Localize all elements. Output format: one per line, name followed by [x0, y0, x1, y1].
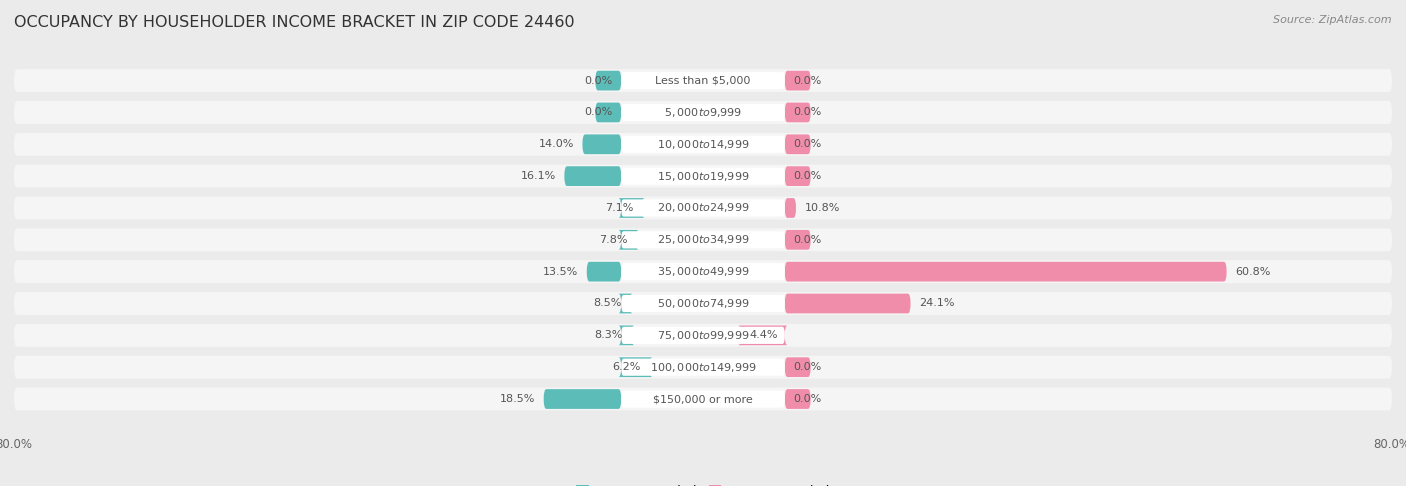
FancyBboxPatch shape	[785, 71, 811, 90]
Text: 16.1%: 16.1%	[520, 171, 555, 181]
FancyBboxPatch shape	[14, 101, 1392, 124]
Text: $15,000 to $19,999: $15,000 to $19,999	[657, 170, 749, 183]
Text: 0.0%: 0.0%	[793, 107, 821, 118]
FancyBboxPatch shape	[619, 294, 633, 313]
Text: $75,000 to $99,999: $75,000 to $99,999	[657, 329, 749, 342]
Text: 7.8%: 7.8%	[599, 235, 627, 245]
Text: 7.1%: 7.1%	[605, 203, 633, 213]
Text: 24.1%: 24.1%	[920, 298, 955, 309]
Legend: Owner-occupied, Renter-occupied: Owner-occupied, Renter-occupied	[571, 480, 835, 486]
FancyBboxPatch shape	[785, 103, 811, 122]
FancyBboxPatch shape	[14, 69, 1392, 92]
FancyBboxPatch shape	[785, 198, 796, 218]
Text: 0.0%: 0.0%	[793, 235, 821, 245]
FancyBboxPatch shape	[595, 103, 621, 122]
FancyBboxPatch shape	[14, 387, 1392, 411]
FancyBboxPatch shape	[785, 262, 1226, 281]
Text: 14.0%: 14.0%	[538, 139, 574, 149]
FancyBboxPatch shape	[14, 356, 1392, 379]
FancyBboxPatch shape	[621, 295, 785, 312]
Text: 8.3%: 8.3%	[595, 330, 623, 340]
FancyBboxPatch shape	[621, 104, 785, 121]
FancyBboxPatch shape	[621, 327, 785, 344]
FancyBboxPatch shape	[738, 326, 787, 345]
FancyBboxPatch shape	[619, 230, 638, 250]
Text: Source: ZipAtlas.com: Source: ZipAtlas.com	[1274, 15, 1392, 25]
Text: $25,000 to $34,999: $25,000 to $34,999	[657, 233, 749, 246]
FancyBboxPatch shape	[14, 133, 1392, 156]
FancyBboxPatch shape	[544, 389, 621, 409]
FancyBboxPatch shape	[14, 260, 1392, 283]
Text: 0.0%: 0.0%	[585, 76, 613, 86]
Text: $100,000 to $149,999: $100,000 to $149,999	[650, 361, 756, 374]
FancyBboxPatch shape	[621, 263, 785, 280]
FancyBboxPatch shape	[785, 294, 911, 313]
FancyBboxPatch shape	[621, 231, 785, 248]
FancyBboxPatch shape	[621, 72, 785, 89]
FancyBboxPatch shape	[619, 198, 644, 218]
Text: 6.2%: 6.2%	[613, 362, 641, 372]
FancyBboxPatch shape	[621, 359, 785, 376]
FancyBboxPatch shape	[14, 324, 1392, 347]
Text: 4.4%: 4.4%	[749, 330, 778, 340]
FancyBboxPatch shape	[14, 292, 1392, 315]
FancyBboxPatch shape	[582, 135, 621, 154]
FancyBboxPatch shape	[564, 166, 621, 186]
FancyBboxPatch shape	[621, 168, 785, 185]
Text: 0.0%: 0.0%	[793, 362, 821, 372]
Text: Less than $5,000: Less than $5,000	[655, 76, 751, 86]
Text: 60.8%: 60.8%	[1236, 267, 1271, 277]
Text: 0.0%: 0.0%	[793, 76, 821, 86]
Text: $35,000 to $49,999: $35,000 to $49,999	[657, 265, 749, 278]
Text: 10.8%: 10.8%	[804, 203, 839, 213]
Text: $150,000 or more: $150,000 or more	[654, 394, 752, 404]
FancyBboxPatch shape	[619, 357, 652, 377]
FancyBboxPatch shape	[619, 326, 634, 345]
Text: 13.5%: 13.5%	[543, 267, 578, 277]
FancyBboxPatch shape	[14, 196, 1392, 220]
Text: $10,000 to $14,999: $10,000 to $14,999	[657, 138, 749, 151]
Text: 0.0%: 0.0%	[793, 171, 821, 181]
FancyBboxPatch shape	[595, 71, 621, 90]
FancyBboxPatch shape	[14, 228, 1392, 251]
FancyBboxPatch shape	[785, 389, 811, 409]
FancyBboxPatch shape	[621, 390, 785, 408]
FancyBboxPatch shape	[785, 230, 811, 250]
FancyBboxPatch shape	[785, 135, 811, 154]
FancyBboxPatch shape	[621, 136, 785, 153]
Text: $5,000 to $9,999: $5,000 to $9,999	[664, 106, 742, 119]
FancyBboxPatch shape	[621, 199, 785, 217]
Text: 0.0%: 0.0%	[793, 139, 821, 149]
Text: $20,000 to $24,999: $20,000 to $24,999	[657, 202, 749, 214]
Text: 18.5%: 18.5%	[499, 394, 536, 404]
Text: 0.0%: 0.0%	[585, 107, 613, 118]
Text: 8.5%: 8.5%	[593, 298, 621, 309]
FancyBboxPatch shape	[14, 165, 1392, 188]
Text: OCCUPANCY BY HOUSEHOLDER INCOME BRACKET IN ZIP CODE 24460: OCCUPANCY BY HOUSEHOLDER INCOME BRACKET …	[14, 15, 575, 30]
Text: 0.0%: 0.0%	[793, 394, 821, 404]
Text: $50,000 to $74,999: $50,000 to $74,999	[657, 297, 749, 310]
FancyBboxPatch shape	[785, 357, 811, 377]
FancyBboxPatch shape	[785, 166, 811, 186]
FancyBboxPatch shape	[586, 262, 621, 281]
